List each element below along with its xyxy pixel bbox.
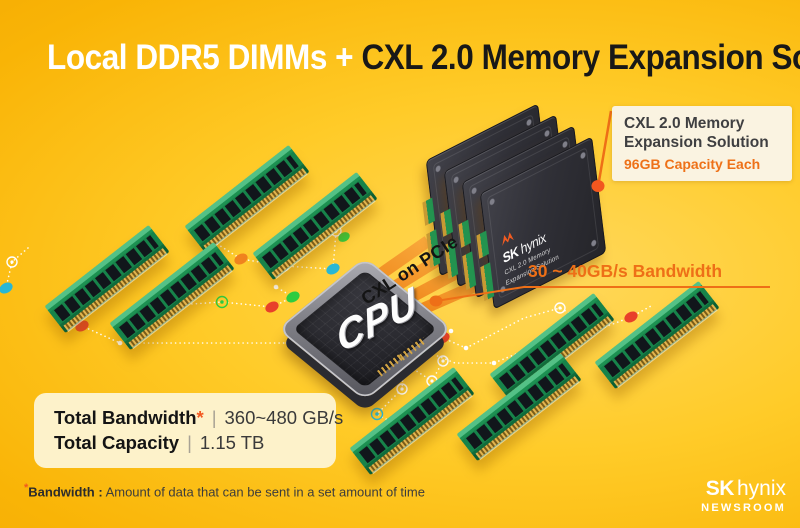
drive-label: SK hynix CXL 2.0 Memory Expansion Solutio… [500, 189, 592, 288]
totals-box: Total Bandwidth* | 360~480 GB/s Total Capa… [34, 393, 343, 468]
title-local-part: Local DDR5 DIMMs + [47, 38, 362, 77]
separator: | [211, 407, 217, 428]
bandwidth-footnote: *Bandwidth : Amount of data that can be … [24, 482, 425, 499]
callout-line2: Expansion Solution [624, 133, 769, 151]
total-bandwidth-row: Total Bandwidth* | 360~480 GB/s [54, 406, 343, 431]
cxl-memory-drive-front: SK hynix CXL 2.0 Memory Expansion Solutio… [476, 136, 607, 310]
total-capacity-label: Total Capacity [54, 431, 180, 453]
drive-bandwidth-label: 30 ~ 40GB/s Bandwidth [528, 261, 723, 281]
brand-newsroom: NEWSROOM [701, 502, 786, 514]
bandwidth-asterisk: * [196, 407, 204, 428]
callout-capacity: 96GB Capacity Each [624, 156, 761, 173]
footnote-term: Bandwidth : [28, 484, 103, 500]
page-title: Local DDR5 DIMMs + CXL 2.0 Memory Expans… [0, 38, 800, 78]
total-bandwidth-value: 360~480 GB/s [224, 407, 344, 428]
cxl-callout-box: CXL 2.0 Memory Expansion Solution 96GB C… [612, 106, 792, 182]
footnote-text: Amount of data that can be sent in a set… [102, 484, 425, 500]
sk-hynix-butterfly-icon [502, 232, 514, 246]
brand-hynix: hynix [736, 477, 786, 500]
footnote-asterisk: * [24, 482, 29, 494]
sk-hynix-newsroom-logo: SK hynix NEWSROOM [606, 478, 786, 514]
title-cxl-part: CXL 2.0 Memory Expansion Solution [361, 38, 800, 77]
total-capacity-value: 1.15 TB [199, 431, 265, 453]
total-capacity-row: Total Capacity | 1.15 TB [54, 431, 316, 456]
total-bandwidth-label: Total Bandwidth [54, 407, 197, 428]
callout-line1: CXL 2.0 Memory [624, 115, 745, 132]
red-dots [75, 301, 638, 344]
separator: | [187, 431, 192, 453]
brand-sk: SK [705, 477, 735, 500]
